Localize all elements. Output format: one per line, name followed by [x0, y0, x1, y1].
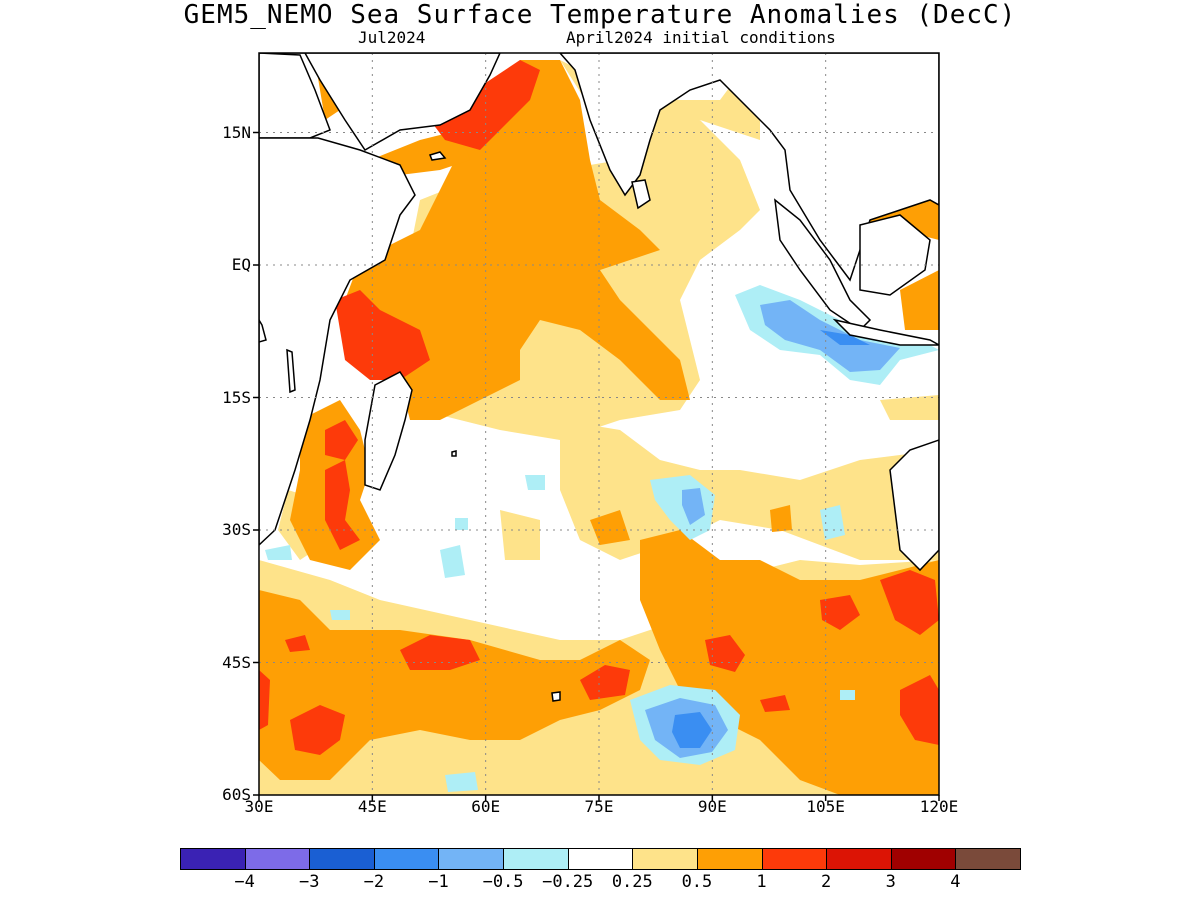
lat-label: 15S	[222, 387, 251, 407]
colorbar-swatch	[890, 848, 957, 870]
colorbar-label: 0.25	[611, 872, 653, 892]
colorbar-label: 0.5	[681, 872, 713, 892]
anomaly-field	[259, 53, 939, 795]
map-title: GEM5_NEMO Sea Surface Temperature Anomal…	[183, 0, 1017, 30]
lat-label: 45S	[222, 652, 251, 672]
colorbar-swatch	[373, 848, 440, 870]
colorbar-label: −4	[234, 872, 255, 892]
colorbar-swatch	[632, 848, 698, 870]
lat-label: 30S	[222, 520, 251, 539]
colorbar-swatch	[180, 848, 246, 870]
forecast-month: Jul2024	[358, 28, 426, 47]
axis-ticks	[253, 131, 940, 801]
colorbar-swatch	[244, 848, 311, 870]
lat-label: 15N	[222, 122, 251, 142]
colorbar-label: −0.5	[482, 872, 524, 892]
coastline	[259, 53, 939, 702]
lon-label: 75E	[584, 797, 614, 816]
colorbar-label: −3	[298, 872, 320, 892]
gridlines	[259, 53, 939, 795]
colorbar-label: 4	[950, 872, 961, 892]
lat-label: 60S	[222, 785, 251, 804]
lat-label: EQ	[231, 255, 251, 274]
colorbar-swatch	[696, 848, 763, 870]
lon-label: 90E	[697, 797, 727, 816]
colorbar-swatch	[826, 848, 892, 870]
colorbar-label: 3	[885, 872, 896, 892]
lon-label: 45E	[357, 797, 387, 816]
colorbar-swatch	[761, 848, 828, 870]
anomaly-1-2-region	[259, 60, 939, 755]
lon-label: 30E	[244, 797, 274, 816]
lon-label: 60E	[471, 797, 501, 816]
colorbar-label: −1	[428, 872, 449, 892]
anomaly-neg-1-region	[672, 330, 870, 748]
colorbar-label: 2	[821, 872, 832, 892]
colorbar-label: −0.25	[542, 872, 594, 892]
colorbar-swatch	[567, 848, 634, 870]
initial-conditions: April2024 initial conditions	[566, 28, 836, 47]
colorbar-swatch	[309, 848, 375, 870]
colorbar-swatch	[438, 848, 505, 870]
colorbar-label: −2	[363, 872, 385, 892]
colorbar-label: 1	[756, 872, 767, 892]
colorbar-swatch	[955, 848, 1021, 870]
lon-label: 120E	[919, 797, 959, 816]
lon-label: 105E	[806, 797, 845, 816]
colorbar-swatch	[503, 848, 569, 870]
